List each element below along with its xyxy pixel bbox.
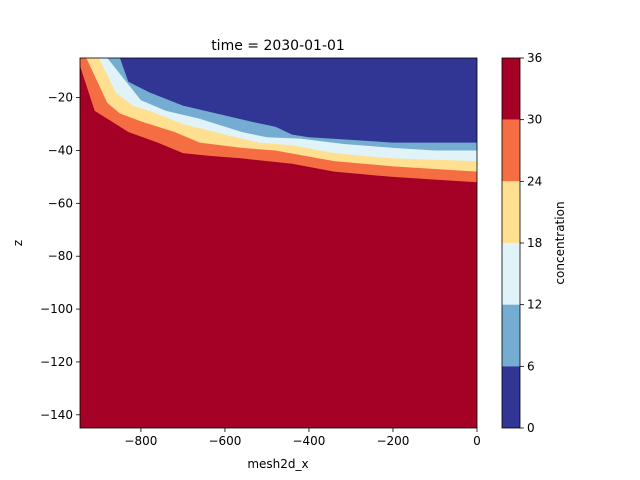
y-tick-label: −40 — [48, 144, 73, 158]
y-tick-label: −120 — [40, 355, 73, 369]
y-tick-label: −60 — [48, 196, 73, 210]
x-tick-label: −400 — [292, 434, 325, 448]
x-tick-label: −600 — [208, 434, 241, 448]
colorbar-tick-label: 18 — [527, 236, 542, 250]
colorbar-swatch — [502, 119, 520, 182]
colorbar-tick-label: 30 — [527, 113, 542, 127]
y-tick-label: −80 — [48, 249, 73, 263]
colorbar-tick-label: 0 — [527, 421, 535, 435]
colorbar-swatch — [502, 58, 520, 120]
y-axis-ticks: −20 −40 −60 −80 −100 −120 −140 — [40, 91, 80, 422]
chart-title: time = 2030-01-01 — [211, 38, 345, 54]
colorbar-tick-label: 24 — [527, 174, 542, 188]
colorbar-tick-label: 12 — [527, 298, 542, 312]
colorbar-swatch — [502, 181, 520, 243]
x-axis-ticks: −800 −600 −400 −200 0 — [124, 428, 481, 448]
x-tick-label: 0 — [473, 434, 481, 448]
plot-frame — [79, 57, 478, 429]
y-axis-label: z — [11, 240, 25, 246]
y-tick-label: −140 — [40, 408, 73, 422]
x-tick-label: −200 — [376, 434, 409, 448]
contour-fill-layers — [80, 58, 477, 428]
contour-fill-0-6 — [119, 58, 477, 143]
x-tick-label: −800 — [124, 434, 157, 448]
x-axis-label: mesh2d_x — [247, 457, 308, 471]
y-tick-label: −20 — [48, 91, 73, 105]
colorbar-label: concentration — [553, 201, 567, 284]
colorbar-tick-label: 6 — [527, 359, 535, 373]
colorbar — [502, 58, 520, 428]
colorbar-ticks: 0 6 12 18 24 30 36 — [520, 51, 542, 435]
colorbar-tick-label: 36 — [527, 51, 542, 65]
colorbar-swatch — [502, 243, 520, 305]
colorbar-swatch — [502, 304, 520, 367]
y-tick-label: −100 — [40, 302, 73, 316]
colorbar-swatch — [502, 366, 520, 428]
